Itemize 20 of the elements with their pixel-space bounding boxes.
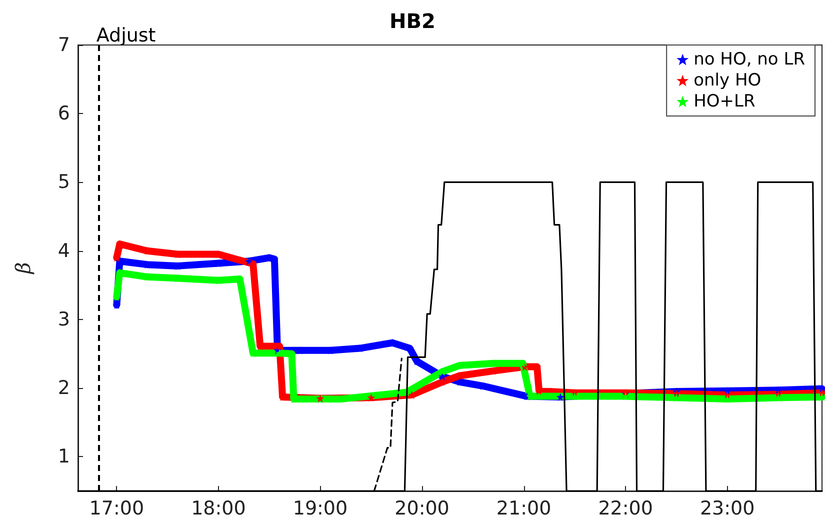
y-tick-label: 3	[58, 308, 70, 330]
x-tick-label: 23:00	[700, 498, 755, 520]
x-tick-label: 20:00	[394, 498, 450, 520]
y-tick-label: 6	[58, 102, 70, 125]
ref-line-label: Adjust	[96, 24, 156, 46]
y-tick-label: 2	[58, 377, 70, 400]
y-tick-label: 7	[58, 34, 70, 56]
x-tick-label: 19:00	[292, 498, 348, 520]
x-tick-label: 21:00	[496, 498, 552, 520]
legend-label: only HO	[694, 70, 762, 90]
y-tick-label: 5	[58, 171, 70, 194]
y-axis-title: β	[11, 262, 35, 275]
y-tick-label: 4	[58, 240, 70, 262]
legend-label: no HO, no LR	[694, 50, 806, 70]
chart-title: HB2	[390, 9, 436, 33]
x-tick-label: 17:00	[89, 498, 144, 520]
x-tick-label: 22:00	[598, 498, 653, 520]
legend-label: HO+LR	[694, 92, 756, 112]
y-tick-label: 1	[58, 446, 70, 468]
x-tick-label: 18:00	[191, 498, 246, 520]
